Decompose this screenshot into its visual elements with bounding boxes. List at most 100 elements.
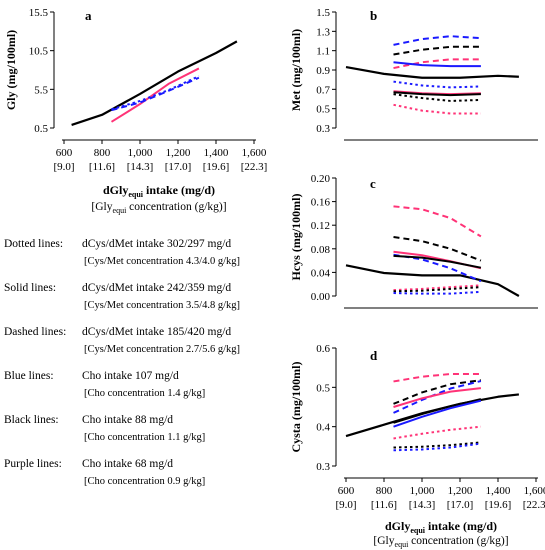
series-line — [393, 254, 482, 269]
series-line — [393, 372, 481, 383]
y-tick-label: 0.3 — [316, 123, 330, 135]
series-line — [393, 80, 481, 89]
legend-sub: [Cho concentration 1.4 g/kg] — [84, 388, 206, 399]
x-tick-sublabel: [14.3] — [409, 499, 436, 511]
y-tick-label: 1.5 — [316, 7, 330, 19]
y-axis-label: Gly (mg/100ml) — [4, 30, 18, 110]
panel-label: b — [370, 8, 377, 23]
panel-c: c 0.00 0.04 0.08 0.12 0.16 0.20 Hcys (mg/100ml) — [289, 173, 538, 309]
panel-label: d — [370, 348, 378, 363]
series-line — [393, 442, 482, 452]
series-line — [393, 61, 481, 68]
series-line — [393, 93, 481, 102]
y-tick-label: 0.6 — [316, 343, 330, 355]
series-line — [393, 387, 482, 408]
series-line — [71, 40, 238, 126]
y-tick-label: 1.1 — [316, 46, 330, 58]
series-line — [110, 67, 200, 123]
legend-name: Black lines: — [4, 414, 59, 426]
y-tick-label: 0.5 — [316, 104, 330, 116]
x-tick-sublabel: [22.3] — [241, 161, 268, 173]
x-tick-label: 1,400 — [204, 147, 229, 159]
legend-sub: [Cho concentration 1.1 g/kg] — [84, 432, 206, 443]
y-tick-label: 0.20 — [311, 173, 331, 185]
series-line — [393, 425, 482, 440]
y-tick-label: 1.3 — [316, 26, 330, 38]
series-line — [393, 399, 482, 428]
x-tick-label: 1,600 — [242, 147, 267, 159]
x-tick-sublabel: [22.3] — [523, 499, 545, 511]
series-line — [393, 398, 482, 424]
legend-item-dotted: Dotted lines: dCys/dMet intake 302/297 m… — [4, 238, 274, 282]
x-tick-label: 600 — [56, 147, 73, 159]
y-tick-label: 0.12 — [311, 220, 330, 232]
legend-desc: Cho intake 107 mg/d — [82, 370, 179, 382]
legend-sub: [Cys/Met concentration 2.7/5.6 g/kg] — [84, 344, 241, 355]
legend-desc: Cho intake 68 mg/d — [82, 458, 174, 470]
legend-name: Solid lines: — [4, 282, 57, 294]
legend-item-solid: Solid lines: dCys/dMet intake 242/359 mg… — [4, 282, 274, 326]
y-tick-label: 0.08 — [311, 244, 331, 256]
series-line — [393, 441, 481, 449]
panel-b: b 0.3 0.5 0.7 0.9 1.1 1.3 1.5 Met (mg/100ml) — [289, 7, 538, 141]
y-tick-label: 15.5 — [29, 7, 49, 19]
y-axis-label: Met (mg/100ml) — [289, 29, 303, 111]
x-axis-label: dGlyequi intake (mg/d) — [385, 519, 497, 535]
y-axis-label: Hcys (mg/100ml) — [289, 194, 303, 281]
panel-label: a — [85, 8, 92, 23]
x-tick-sublabel: [19.6] — [485, 499, 512, 511]
x-tick-label: 600 — [338, 485, 355, 497]
panel-label: c — [370, 176, 376, 191]
legend-name: Blue lines: — [4, 370, 54, 382]
x-axis-caption: [Glyequi concentration (g/kg)] — [91, 201, 226, 215]
series-line — [345, 264, 520, 297]
series-line — [111, 75, 200, 111]
y-tick-label: 0.3 — [316, 461, 330, 473]
series-line — [111, 76, 200, 112]
legend-name: Purple lines: — [4, 458, 62, 470]
legend-name: Dashed lines: — [4, 326, 67, 338]
legend-sub: [Cys/Met concentration 3.5/4.8 g/kg] — [84, 300, 241, 311]
panel-a: a 0.5 5.5 10.5 15.5 Gly (mg/100ml) 600 [9.0] 800… — [4, 7, 267, 173]
series-line — [393, 290, 481, 295]
y-tick-label: 0.00 — [311, 291, 331, 303]
y-tick-label: 0.9 — [316, 65, 330, 77]
x-tick-sublabel: [17.0] — [447, 499, 474, 511]
series-line — [393, 35, 481, 46]
x-tick-label: 1,600 — [524, 485, 545, 497]
panel-d: d 0.3 0.4 0.5 0.6 Cysta (mg/100ml) 600 [9.0] 800… — [289, 343, 545, 511]
legend-item-purple: Purple lines: Cho intake 68 mg/d [Cho co… — [4, 458, 274, 502]
series-line — [393, 380, 482, 414]
x-tick-label: 1,000 — [410, 485, 435, 497]
x-tick-label: 800 — [94, 147, 111, 159]
y-tick-label: 0.04 — [311, 267, 331, 279]
x-axis-label: dGlyequi intake (mg/d) — [103, 183, 215, 199]
x-tick-sublabel: [9.0] — [335, 499, 356, 511]
series-line — [393, 379, 482, 405]
x-tick-sublabel: [11.6] — [89, 161, 115, 173]
x-tick-label: 1,200 — [448, 485, 473, 497]
legend-desc: Cho intake 88 mg/d — [82, 414, 174, 426]
x-tick-sublabel: [14.3] — [127, 161, 154, 173]
y-tick-label: 0.16 — [311, 197, 331, 209]
legend-desc: dCys/dMet intake 185/420 mg/d — [82, 326, 232, 338]
y-tick-label: 0.5 — [316, 382, 330, 394]
legend-desc: dCys/dMet intake 242/359 mg/d — [82, 282, 232, 294]
series-line — [393, 58, 481, 70]
x-tick-sublabel: [19.6] — [203, 161, 230, 173]
legend-item-dashed: Dashed lines: dCys/dMet intake 185/420 m… — [4, 326, 274, 370]
y-tick-label: 0.7 — [316, 84, 330, 96]
x-tick-sublabel: [11.6] — [371, 499, 397, 511]
series-line — [393, 286, 481, 293]
series-line — [345, 393, 520, 438]
y-tick-label: 0.5 — [34, 123, 48, 135]
x-tick-sublabel: [9.0] — [53, 161, 74, 173]
x-tick-label: 800 — [376, 485, 393, 497]
legend-sub: [Cho concentration 0.9 g/kg] — [84, 476, 206, 487]
series-line — [393, 236, 482, 262]
series-line — [393, 91, 481, 97]
legend: Dotted lines: dCys/dMet intake 302/297 m… — [4, 238, 274, 502]
legend-desc: dCys/dMet intake 302/297 mg/d — [82, 238, 232, 250]
legend-item-black: Black lines: Cho intake 88 mg/d [Cho con… — [4, 414, 274, 458]
